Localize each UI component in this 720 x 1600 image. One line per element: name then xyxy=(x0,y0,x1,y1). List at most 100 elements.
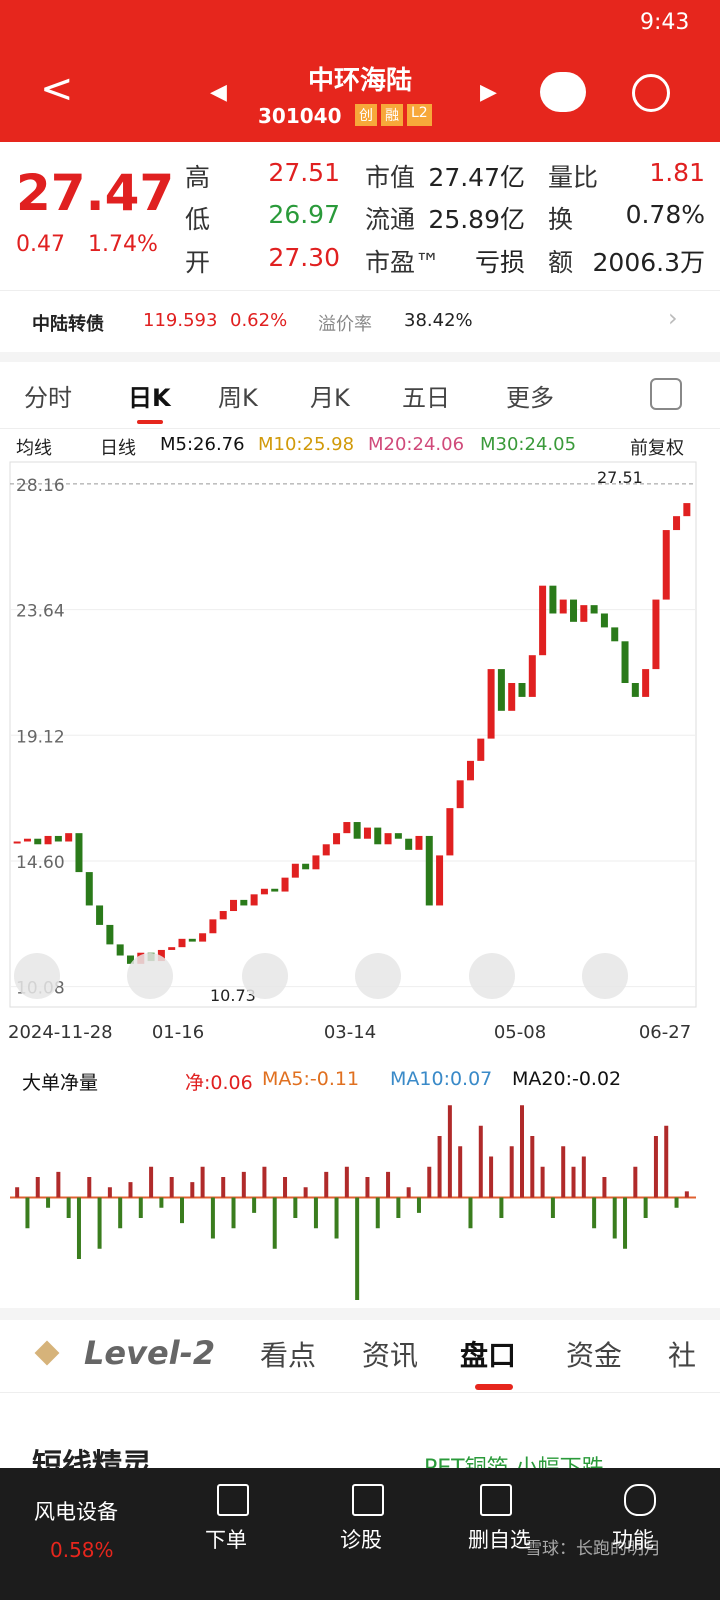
candle xyxy=(157,949,165,962)
flow-label[interactable]: 大单净量 xyxy=(22,1072,99,1094)
candle xyxy=(487,669,495,739)
candle xyxy=(85,872,93,906)
flow-bar xyxy=(602,1177,607,1198)
chevron[interactable]: › xyxy=(668,304,678,332)
flow-bar xyxy=(107,1187,112,1198)
flow-bar xyxy=(386,1171,391,1198)
bottom-tab[interactable]: 盘口 xyxy=(460,1339,517,1372)
flow-bar xyxy=(56,1171,61,1198)
candle xyxy=(188,938,196,942)
x-tick-label: 06-27 xyxy=(639,1022,691,1043)
candle xyxy=(13,841,21,844)
period-tab[interactable]: 月K xyxy=(310,384,350,412)
bottom-tab[interactable]: 社 xyxy=(668,1339,697,1372)
candle xyxy=(477,738,485,761)
flow-bar xyxy=(15,1187,20,1198)
prev-stock[interactable]: ◀ xyxy=(210,80,227,105)
tag: 融 xyxy=(381,104,403,126)
candle xyxy=(260,888,268,895)
assistant-icon[interactable] xyxy=(540,72,586,112)
nav-icon xyxy=(217,1484,249,1516)
bottom-tab[interactable]: 资讯 xyxy=(362,1339,419,1372)
flow-item: MA5:-0.11 xyxy=(262,1068,360,1090)
candle xyxy=(312,855,320,870)
search-icon[interactable] xyxy=(632,74,670,112)
flow-bar xyxy=(581,1156,586,1198)
candle xyxy=(466,760,474,781)
flow-bar xyxy=(35,1177,40,1198)
candle xyxy=(683,503,691,517)
nav-item[interactable]: 诊股 xyxy=(340,1528,382,1552)
flow-bar xyxy=(200,1166,205,1198)
flow-bar xyxy=(489,1156,494,1198)
flow-bar xyxy=(530,1136,535,1198)
period-tab[interactable]: 周K xyxy=(218,384,258,412)
quote-value: 27.30 xyxy=(268,243,340,272)
spacer xyxy=(0,352,720,362)
flow-bar xyxy=(623,1197,628,1249)
sector-name[interactable]: 风电设备 xyxy=(34,1500,118,1524)
quote-label: 量比 xyxy=(548,163,599,192)
high-label: 27.51 xyxy=(597,468,643,487)
candle xyxy=(652,599,660,670)
candle xyxy=(600,613,608,628)
next-stock[interactable]: ▶ xyxy=(480,80,497,105)
flow-bar xyxy=(283,1177,288,1198)
period-tab[interactable]: 五日 xyxy=(402,384,450,412)
quote-value: 2006.3万 xyxy=(592,248,705,277)
candle xyxy=(436,855,444,906)
period-tab[interactable]: 更多 xyxy=(506,384,554,412)
chart-control xyxy=(14,953,60,999)
ma-item: M10:25.98 xyxy=(258,434,355,455)
chart-control xyxy=(355,953,401,999)
bottom-tab[interactable]: 资金 xyxy=(566,1339,623,1372)
y-tick-label: 23.64 xyxy=(16,602,65,622)
flow-bar xyxy=(612,1197,617,1239)
flow-bar xyxy=(313,1197,318,1229)
flow-bar xyxy=(478,1125,483,1198)
back-button[interactable]: < xyxy=(40,66,74,112)
nav-item[interactable]: 下单 xyxy=(205,1528,247,1552)
quote-label: 流通 xyxy=(365,205,416,234)
tags: 创 融 L2 xyxy=(355,104,432,126)
candle xyxy=(673,516,681,531)
candle xyxy=(446,808,454,856)
settings-icon[interactable] xyxy=(650,378,682,410)
ma-item: M30:24.05 xyxy=(480,434,577,455)
flow-bar xyxy=(149,1166,154,1198)
nav-item[interactable]: 删自选 xyxy=(468,1528,531,1552)
candle xyxy=(528,655,536,697)
candle xyxy=(425,835,433,906)
candle xyxy=(508,683,516,711)
candle xyxy=(611,627,619,642)
adjust-label[interactable]: 前复权 xyxy=(630,438,684,459)
candle xyxy=(322,844,330,856)
bond-pct: 0.62% xyxy=(230,310,288,331)
flow-bar xyxy=(550,1197,555,1218)
candle xyxy=(240,899,248,906)
candle xyxy=(559,599,567,614)
bottom-tab[interactable]: 看点 xyxy=(260,1339,317,1372)
tab-indicator xyxy=(137,420,163,424)
quote-label: 额 xyxy=(548,248,574,277)
flow-bar xyxy=(324,1171,329,1198)
flow-bar xyxy=(416,1197,421,1213)
nav-item[interactable]: 功能 xyxy=(612,1528,654,1552)
period-tab[interactable]: 分时 xyxy=(24,384,72,412)
bottom-tab[interactable]: Level-2 xyxy=(84,1334,216,1372)
quote-value: 亏损 xyxy=(474,248,525,277)
flow-bar xyxy=(427,1166,432,1198)
period-tab[interactable]: 日K xyxy=(128,384,171,412)
stock-code: 301040 xyxy=(258,104,342,128)
flow-bar xyxy=(396,1197,401,1218)
candle xyxy=(178,938,186,948)
ma-item: 均线 xyxy=(16,438,52,459)
divider xyxy=(0,428,720,429)
bottom-nav xyxy=(0,1468,720,1600)
flow-bar xyxy=(190,1182,195,1198)
candle xyxy=(219,911,227,920)
candle xyxy=(631,683,639,697)
chart-control xyxy=(127,953,173,999)
flow-bar xyxy=(66,1197,71,1218)
